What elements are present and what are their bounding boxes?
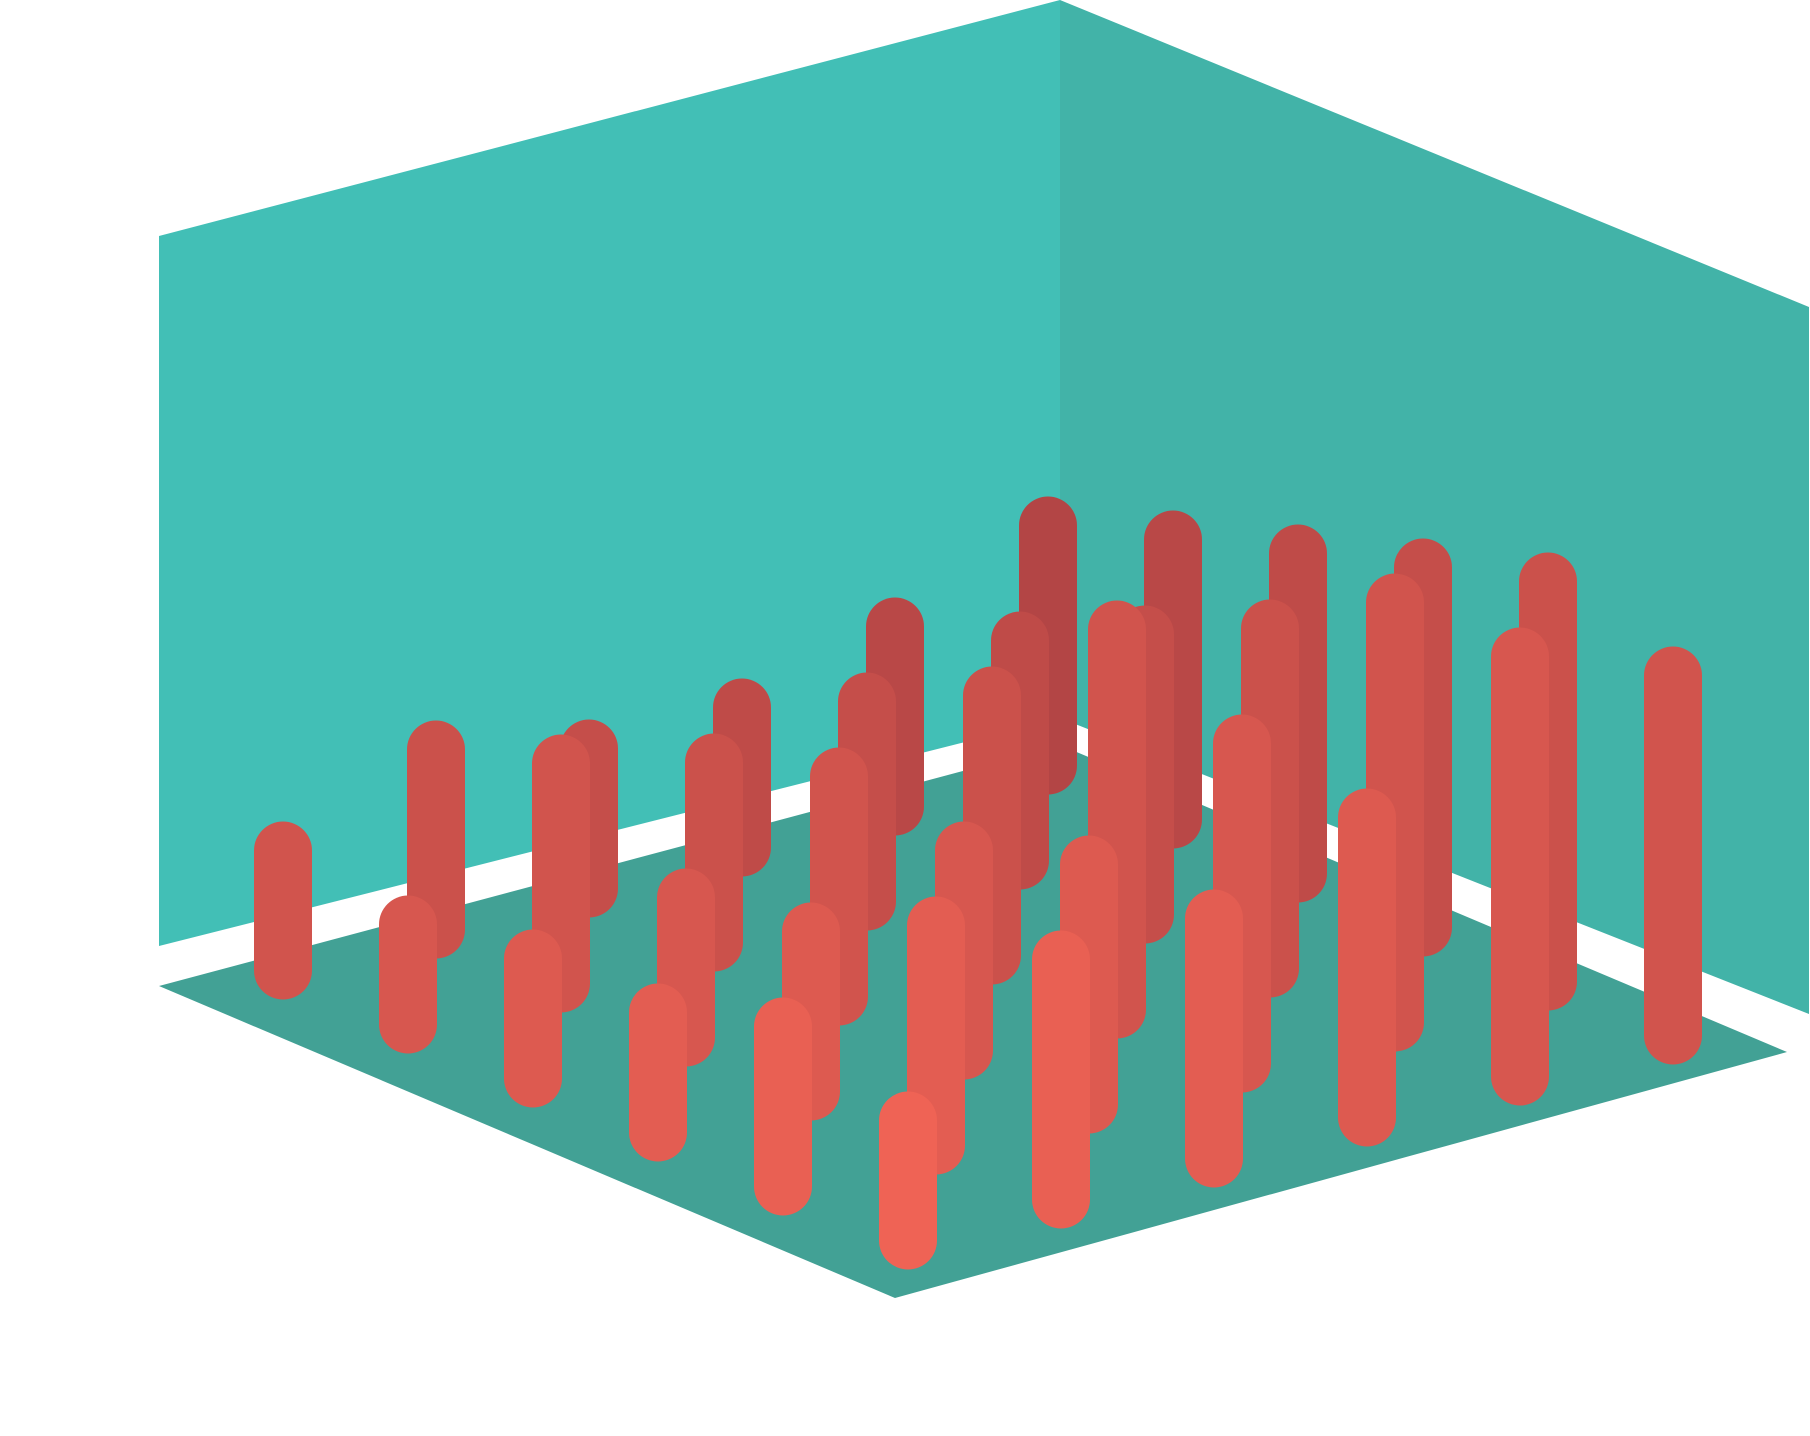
bar-r5-c3	[629, 983, 687, 1162]
bar-r2-c5	[1338, 788, 1396, 1147]
chart-bars	[254, 496, 1702, 1270]
bar-r5-c5	[879, 1091, 937, 1270]
bar-r5-c2	[504, 929, 562, 1108]
back-wall-left	[159, 0, 1060, 946]
bar-r5-c4	[754, 997, 812, 1216]
bar-r1-c5	[1491, 627, 1549, 1106]
bar-r0-c5	[1644, 646, 1702, 1065]
bar-r3-c5	[1185, 889, 1243, 1188]
bar-r4-c5	[1032, 930, 1090, 1229]
bar-r5-c1	[379, 895, 437, 1054]
bar-r5-c0	[254, 821, 312, 1000]
